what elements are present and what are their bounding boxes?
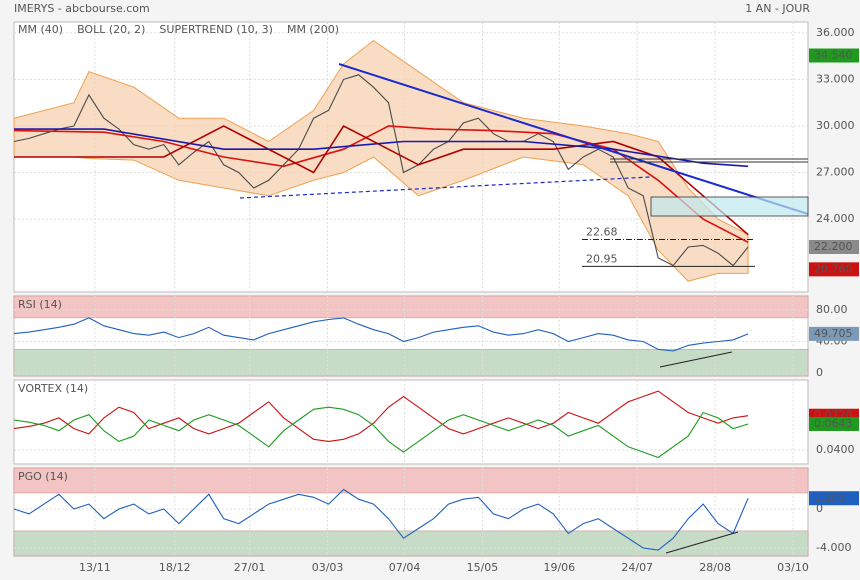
- panel-title: PGO (14): [18, 470, 68, 483]
- axis-value-box: [809, 48, 859, 63]
- legend-entry: SUPERTREND (10, 3): [159, 23, 273, 36]
- zone: [13, 530, 809, 557]
- y-tick-label: -4.000: [816, 541, 851, 554]
- axis-value-label: 0.0643: [814, 417, 853, 430]
- x-tick-label: 18/12: [159, 561, 191, 574]
- axis-value-box: [809, 262, 859, 277]
- trend-line: [338, 63, 809, 215]
- panel: [13, 379, 809, 465]
- legend-entry: BOLL (20, 2): [77, 23, 145, 36]
- y-tick-label: 0: [816, 366, 823, 379]
- zone: [13, 467, 809, 494]
- x-tick-label: 28/08: [699, 561, 731, 574]
- zone-rect: [650, 196, 809, 217]
- axis-value-box: [809, 491, 859, 506]
- period-label: 1 AN - JOUR: [745, 2, 810, 15]
- series-line: [14, 124, 749, 236]
- x-tick-label: 13/11: [79, 561, 111, 574]
- y-tick-label: 24.000: [816, 212, 855, 225]
- legend-entry: MM (40): [18, 23, 63, 36]
- y-tick-label: 80.00: [816, 303, 848, 316]
- series-line: [13, 390, 749, 442]
- y-tick-label: 30.000: [816, 119, 855, 132]
- panel-title: RSI (14): [18, 298, 62, 311]
- series-line: [13, 317, 749, 352]
- axis-value-label: 1.103: [814, 491, 846, 504]
- axis-value-label: 49.705: [814, 327, 853, 340]
- axis-value-box: [809, 416, 859, 431]
- y-tick-label: 0: [816, 502, 823, 515]
- bollinger-band: [13, 40, 749, 282]
- chart-title: IMERYS - abcbourse.com: [14, 2, 150, 15]
- panel-title: VORTEX (14): [18, 382, 88, 395]
- series-line: [13, 406, 749, 459]
- divergence-line: [659, 351, 733, 368]
- x-tick-label: 03/10: [777, 561, 809, 574]
- y-tick-label: 36.000: [816, 26, 855, 39]
- y-tick-label: 33.000: [816, 72, 855, 85]
- level-label: 22.68: [586, 226, 618, 239]
- zone: [13, 295, 809, 319]
- axis-value-label: 22.200: [814, 240, 853, 253]
- x-tick-label: 07/04: [389, 561, 421, 574]
- x-tick-label: 03/03: [312, 561, 344, 574]
- x-tick-label: 15/05: [467, 561, 499, 574]
- level-label: 20.95: [586, 252, 618, 265]
- axis-value-label: 34.540: [814, 49, 853, 62]
- zone: [13, 349, 809, 377]
- legend-entry: MM (200): [287, 23, 339, 36]
- axis-value-label: 20.760: [814, 262, 853, 275]
- series-line: [13, 488, 749, 551]
- divergence-line: [665, 531, 739, 554]
- trend-line-dashed: [239, 176, 651, 199]
- y-tick-label: 0.0400: [816, 443, 855, 456]
- x-tick-label: 24/07: [621, 561, 653, 574]
- axis-value-box: [809, 326, 859, 341]
- drawing-tools: [239, 63, 809, 554]
- y-tick-label: 27.000: [816, 166, 855, 179]
- axis-value-box: [809, 240, 859, 254]
- panels: 24.000 27.000 30.000 33.000 36.000 22.68 20.95…: [13, 21, 859, 574]
- x-tick-label: 27/01: [234, 561, 266, 574]
- series-line: [13, 74, 749, 267]
- x-tick-label: 19/06: [543, 561, 575, 574]
- series-line: [13, 125, 749, 244]
